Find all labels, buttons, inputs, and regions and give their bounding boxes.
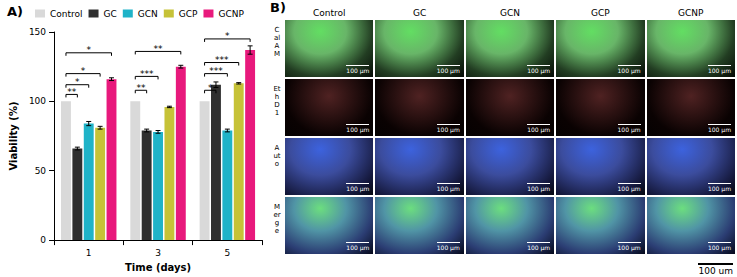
- html-text:100 µm: 100 µm: [617, 126, 641, 133]
- html-text:100 µm: 100 µm: [708, 244, 731, 251]
- html-text:100 µm: 100 µm: [708, 185, 731, 192]
- svg-text:1: 1: [86, 248, 92, 258]
- html-text:Auto: Auto: [273, 144, 281, 168]
- html-text:CalAM: CalAM: [273, 26, 281, 58]
- html-text:100 µm: 100 µm: [527, 67, 551, 74]
- svg-text:Time (days): Time (days): [125, 262, 191, 273]
- svg-text:A): A): [7, 4, 23, 19]
- html-text:100 µm: 100 µm: [527, 185, 551, 192]
- html-text:GCNP: GCNP: [678, 8, 704, 18]
- svg-text:*: *: [225, 31, 230, 41]
- svg-text:***: ***: [209, 66, 223, 76]
- html-text:100 µm: 100 µm: [436, 244, 460, 251]
- html-text:100 µm: 100 µm: [527, 244, 551, 251]
- html-text:100 µm: 100 µm: [346, 67, 370, 74]
- svg-text:**: **: [67, 87, 77, 97]
- html-text:100 um: 100 um: [698, 266, 733, 276]
- html-text:100 µm: 100 µm: [436, 67, 460, 74]
- svg-text:Control: Control: [50, 9, 83, 19]
- svg-text:**: **: [154, 44, 164, 54]
- html-text:100 µm: 100 µm: [436, 126, 460, 133]
- html-text:100 µm: 100 µm: [346, 244, 370, 251]
- html-text:100 µm: 100 µm: [617, 67, 641, 74]
- svg-text:0: 0: [40, 235, 46, 245]
- svg-text:***: ***: [215, 55, 229, 65]
- svg-text:150: 150: [29, 27, 46, 37]
- html-text:100 µm: 100 µm: [708, 67, 731, 74]
- svg-text:GC: GC: [104, 9, 117, 19]
- svg-text:Viability (%): Viability (%): [8, 101, 19, 170]
- svg-text:*: *: [75, 77, 80, 87]
- html-text:100 µm: 100 µm: [617, 185, 641, 192]
- html-text:100 µm: 100 µm: [708, 126, 731, 133]
- html-text:GCN: GCN: [500, 8, 520, 18]
- html-text:100 µm: 100 µm: [346, 185, 370, 192]
- html-text:100 µm: 100 µm: [436, 185, 460, 192]
- svg-text:GCP: GCP: [179, 9, 198, 19]
- svg-text:*: *: [208, 83, 213, 93]
- svg-text:GCNP: GCNP: [218, 9, 244, 19]
- html-text:100 µm: 100 µm: [527, 126, 551, 133]
- svg-text:GCN: GCN: [138, 9, 158, 19]
- html-text:GC: GC: [413, 8, 427, 18]
- svg-text:***: ***: [140, 69, 154, 79]
- html-text:Merge: Merge: [273, 203, 281, 235]
- svg-text:50: 50: [35, 166, 47, 176]
- svg-text:**: **: [136, 83, 146, 93]
- html-text:100 µm: 100 µm: [346, 126, 370, 133]
- svg-text:5: 5: [224, 248, 230, 258]
- html-text:EthD1: EthD1: [273, 85, 281, 117]
- svg-text:*: *: [86, 45, 91, 55]
- html-text:GCP: GCP: [591, 8, 610, 18]
- html-text:100 µm: 100 µm: [617, 244, 641, 251]
- svg-text:3: 3: [155, 248, 161, 258]
- svg-text:100: 100: [29, 96, 46, 106]
- html-text:B): B): [270, 0, 286, 15]
- html-text:Control: Control: [312, 8, 346, 18]
- svg-text:*: *: [81, 66, 86, 76]
